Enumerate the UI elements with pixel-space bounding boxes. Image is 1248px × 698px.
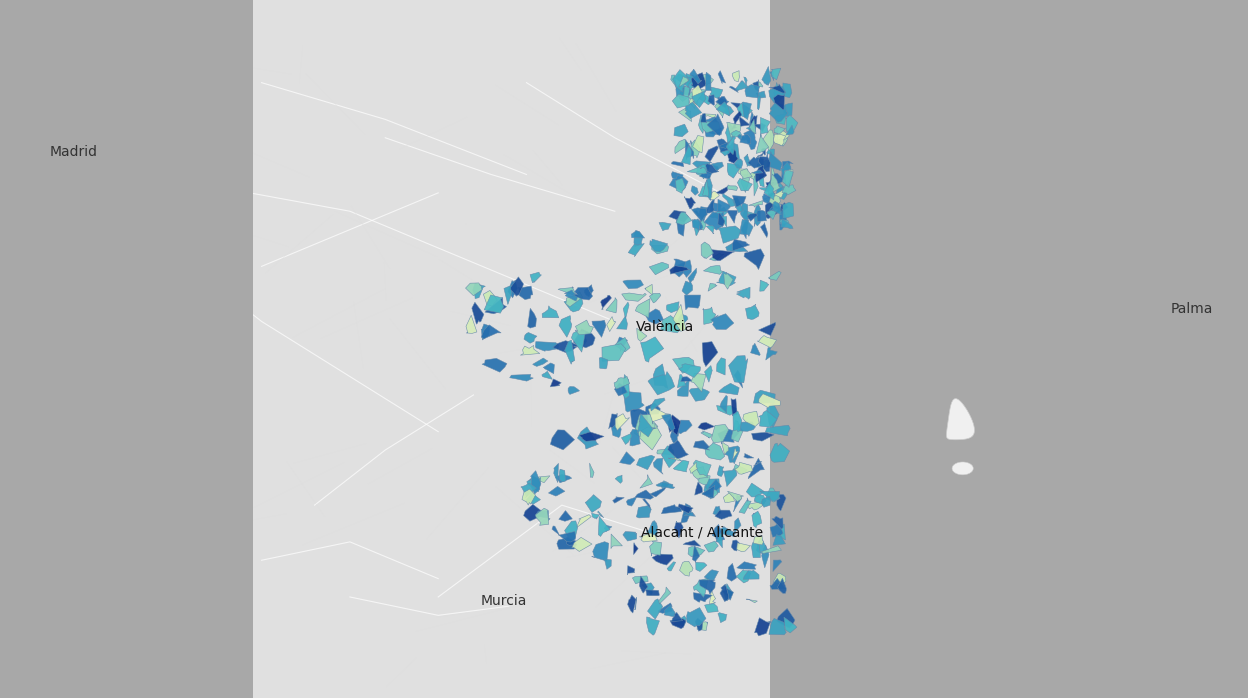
- Polygon shape: [952, 462, 973, 475]
- Text: Palma: Palma: [1171, 302, 1213, 315]
- Polygon shape: [1167, 289, 1248, 346]
- Text: Murcia: Murcia: [480, 593, 527, 608]
- Text: Alacant / Alicante: Alacant / Alicante: [641, 526, 764, 540]
- Text: València: València: [636, 320, 694, 334]
- Text: Madrid: Madrid: [50, 145, 97, 159]
- Polygon shape: [770, 0, 1030, 698]
- Polygon shape: [946, 399, 975, 440]
